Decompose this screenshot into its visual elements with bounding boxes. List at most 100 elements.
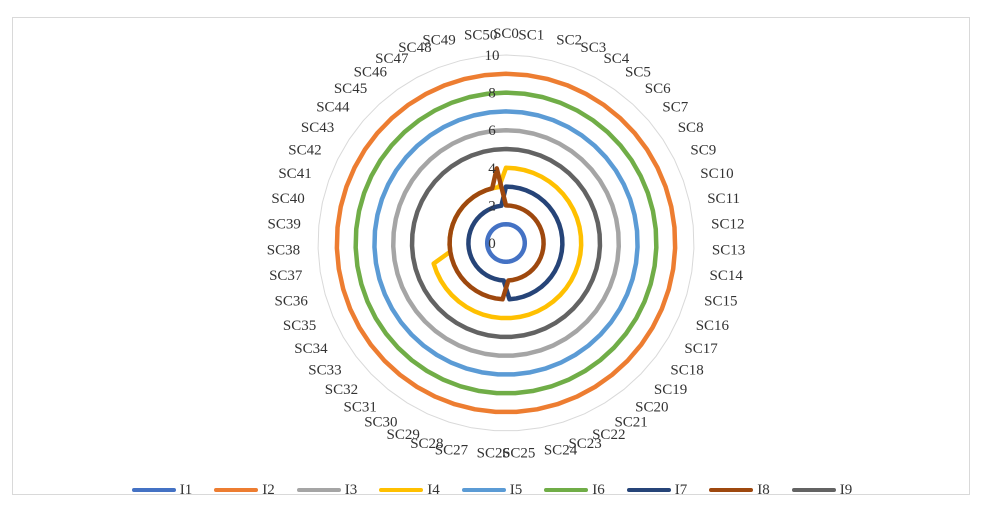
category-label: SC39 [268, 217, 301, 233]
category-label: SC16 [696, 318, 730, 334]
category-label: SC3 [580, 40, 606, 56]
category-label: SC13 [712, 242, 745, 258]
category-label: SC23 [568, 436, 601, 452]
category-label: SC33 [308, 363, 341, 379]
category-label: SC19 [654, 382, 687, 398]
category-label: SC18 [670, 363, 703, 379]
category-label: SC45 [334, 81, 367, 97]
category-label: SC40 [271, 191, 304, 207]
series-line-I3 [391, 127, 621, 358]
category-label: SC29 [387, 427, 420, 443]
category-label: SC42 [288, 142, 321, 158]
category-label: SC28 [410, 436, 443, 452]
legend: I1 I2 I3 I4 I5 I6 I7 I8 I9 [13, 477, 971, 503]
category-label: SC26 [477, 446, 511, 462]
category-label: SC50 [464, 28, 497, 44]
legend-label: I9 [839, 481, 853, 498]
category-label: SC24 [544, 442, 578, 458]
chart-area: 0 2 4 6 8 10 SC0 SC1 SC2 SC3 SC4 SC5 SC6 SC7 SC8 SC9 SC… [12, 17, 970, 498]
radial-tick-labels: 0 2 4 6 8 10 [485, 48, 500, 252]
category-label: SC7 [662, 99, 688, 115]
category-label: SC27 [435, 442, 469, 458]
category-label: SC0 [493, 26, 519, 42]
legend-label: I8 [757, 481, 770, 498]
category-label: SC8 [678, 120, 704, 136]
series-line-I9 [409, 146, 603, 340]
category-label: SC2 [556, 32, 582, 48]
tick-label: 4 [488, 161, 496, 177]
category-label: SC30 [364, 415, 397, 431]
category-label: SC25 [502, 446, 535, 462]
tick-label: 2 [488, 198, 496, 214]
legend-label: I5 [509, 481, 523, 498]
legend-label: I4 [427, 481, 440, 498]
category-label: SC34 [294, 341, 328, 357]
series-line-I8 [447, 166, 546, 302]
legend-swatch [379, 488, 424, 492]
legend-item-I8: I8 [709, 480, 770, 500]
legend-swatch [461, 488, 506, 492]
legend-item-I7: I7 [626, 480, 688, 500]
legend-item-I5: I5 [461, 480, 523, 500]
tick-label: 0 [488, 236, 496, 252]
legend-swatch [544, 488, 589, 492]
grid-outer-ring [317, 54, 695, 432]
series-line-I7 [466, 184, 565, 302]
series-line-I5 [372, 109, 640, 377]
category-label: SC9 [690, 142, 716, 158]
legend-label: I3 [344, 481, 358, 498]
legend-item-I4: I4 [379, 480, 440, 500]
legend-item-I1: I1 [131, 480, 193, 500]
legend-item-I9: I9 [791, 480, 853, 500]
category-label: SC1 [518, 28, 544, 44]
category-label: SC20 [635, 400, 668, 416]
legend-label: I1 [179, 481, 193, 498]
legend-swatch [626, 488, 671, 492]
category-label: SC43 [301, 120, 334, 136]
legend-item-I3: I3 [296, 480, 358, 500]
legend-swatch [709, 488, 754, 492]
category-label: SC35 [283, 318, 316, 334]
category-label: SC4 [603, 51, 629, 67]
legend-swatch [131, 488, 176, 492]
category-label: SC44 [316, 99, 350, 115]
series-line-I6 [353, 90, 659, 396]
legend-swatch [296, 488, 341, 492]
category-label: SC38 [267, 242, 300, 258]
category-label: SC6 [645, 81, 671, 97]
category-label: SC32 [325, 382, 358, 398]
legend-item-I2: I2 [214, 480, 275, 500]
category-label: SC36 [275, 293, 309, 309]
category-label: SC14 [710, 268, 744, 284]
category-label: SC48 [398, 40, 431, 56]
category-label: SC22 [592, 427, 625, 443]
category-label: SC49 [422, 32, 455, 48]
category-label: SC37 [269, 268, 303, 284]
legend-label: I2 [262, 481, 275, 498]
category-label: SC46 [354, 65, 388, 81]
tick-label: 8 [488, 86, 496, 102]
category-label: SC31 [343, 400, 376, 416]
legend-item-I6: I6 [544, 480, 605, 500]
category-label: SC11 [707, 191, 740, 207]
legend-swatch [214, 488, 259, 492]
tick-label: 6 [488, 123, 496, 139]
category-label: SC5 [625, 65, 651, 81]
legend-swatch [791, 488, 836, 492]
category-label: SC41 [278, 166, 311, 182]
category-label: SC10 [700, 166, 733, 182]
legend-label: I7 [674, 481, 688, 498]
category-label: SC17 [684, 341, 718, 357]
series-line-I2 [334, 71, 678, 415]
category-label: SC12 [711, 217, 744, 233]
series-layer [334, 71, 678, 415]
tick-label: 10 [485, 48, 500, 64]
category-label: SC21 [614, 415, 647, 431]
category-label: SC47 [375, 51, 409, 67]
radar-grid [317, 54, 695, 432]
legend-label: I6 [592, 481, 605, 498]
category-label: SC15 [704, 293, 737, 309]
series-line-I1 [484, 221, 528, 265]
